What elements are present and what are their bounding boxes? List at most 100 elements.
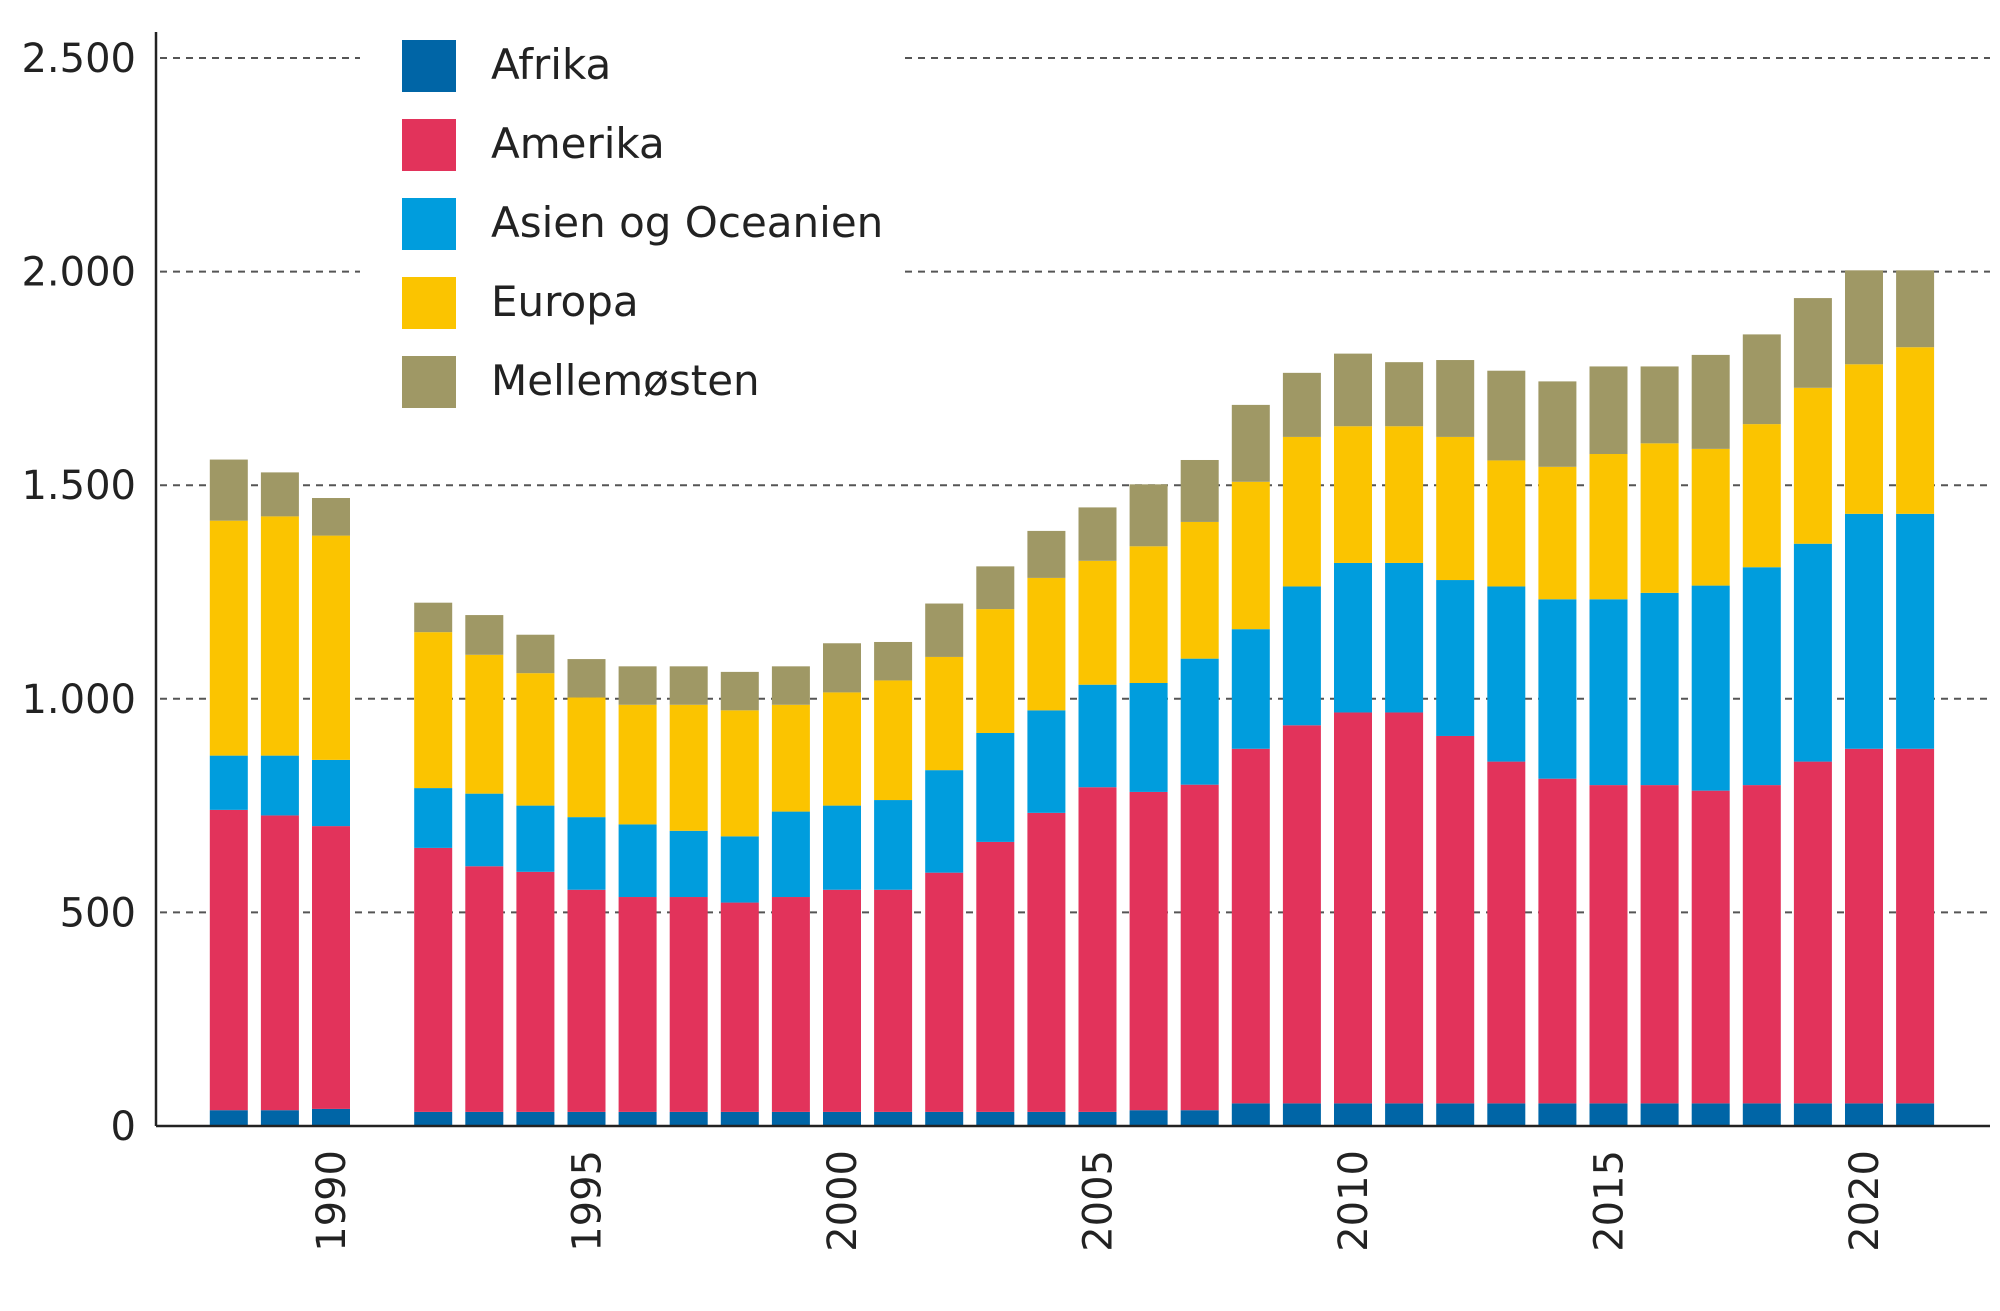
bar-segment <box>771 704 810 812</box>
bar-stack-2009 <box>1282 372 1321 1126</box>
bar-segment <box>1589 366 1628 455</box>
bar-segment <box>1436 436 1475 581</box>
bar-segment <box>209 459 248 521</box>
bar-segment <box>465 866 504 1112</box>
bar-segment <box>1385 426 1424 563</box>
bar-segment <box>209 809 248 1111</box>
bar-segment <box>209 755 248 810</box>
bar-stack-2003 <box>976 566 1015 1126</box>
bar-segment <box>618 1111 657 1126</box>
bar-stack-2011 <box>1385 362 1424 1126</box>
legend-label: Asien og Oceanien <box>491 198 883 247</box>
legend-item: Afrika <box>402 40 611 92</box>
bar-segment <box>823 889 861 1112</box>
legend-label: Amerika <box>491 119 665 168</box>
bar-segment <box>823 692 861 806</box>
bar-stack-2007 <box>1180 459 1219 1126</box>
y-tick-label: 500 <box>60 890 136 936</box>
bar-segment <box>567 697 606 818</box>
y-tick-label: 1.000 <box>21 677 136 723</box>
legend-swatch <box>402 356 456 408</box>
bars <box>209 270 1935 1126</box>
y-tick-label: 0 <box>111 1104 136 1150</box>
bar-segment <box>874 1111 913 1126</box>
bar-segment <box>465 615 504 655</box>
bar-segment <box>414 632 453 789</box>
bar-segment <box>1078 787 1117 1112</box>
bar-segment <box>1691 448 1730 586</box>
bar-stack-1997 <box>669 666 708 1126</box>
bar-segment <box>720 710 759 837</box>
bar-segment <box>516 805 555 872</box>
bar-segment <box>1691 790 1730 1104</box>
bar-segment <box>720 671 759 711</box>
bar-segment <box>1896 347 1935 514</box>
bar-segment <box>1793 298 1832 388</box>
bar-segment <box>823 1111 861 1126</box>
bar-segment <box>976 841 1015 1112</box>
bar-segment <box>1538 381 1577 467</box>
bar-segment <box>260 755 299 816</box>
bar-stack-1990 <box>312 498 350 1126</box>
bar-segment <box>312 535 350 760</box>
bar-segment <box>567 659 606 698</box>
bar-segment <box>414 1111 453 1126</box>
bar-segment <box>1027 710 1066 813</box>
bar-segment <box>771 666 810 705</box>
bar-segment <box>1436 580 1475 736</box>
bar-segment <box>874 641 913 681</box>
bar-segment <box>1180 784 1219 1111</box>
bar-segment <box>669 666 708 705</box>
x-tick-label: 1995 <box>565 1150 611 1252</box>
bar-segment <box>1334 562 1372 713</box>
bar-stack-1998 <box>720 671 759 1126</box>
bar-stack-2013 <box>1487 370 1526 1126</box>
bar-stack-2021 <box>1896 270 1935 1126</box>
bar-segment <box>516 673 555 806</box>
bar-segment <box>669 830 708 898</box>
bar-segment <box>260 516 299 756</box>
y-tick-label: 1.500 <box>21 463 136 509</box>
bar-segment <box>1487 586 1526 762</box>
bar-segment <box>1180 459 1219 522</box>
bar-segment <box>1589 785 1628 1104</box>
bar-stack-2001 <box>874 641 913 1126</box>
bar-segment <box>720 836 759 903</box>
bar-segment <box>1129 546 1168 683</box>
y-tick-label: 2.500 <box>21 36 136 82</box>
bar-segment <box>1793 1103 1832 1126</box>
bar-segment <box>414 602 453 633</box>
gridlines <box>160 57 1990 914</box>
bar-segment <box>1691 1103 1730 1126</box>
bar-segment <box>925 770 964 873</box>
bar-segment <box>618 704 657 825</box>
bar-segment <box>1129 682 1168 792</box>
bar-segment <box>1845 364 1883 514</box>
bar-segment <box>1436 735 1475 1104</box>
x-tick-label: 1990 <box>309 1150 355 1252</box>
bar-stack-2014 <box>1538 381 1577 1126</box>
bar-segment <box>1129 791 1168 1111</box>
bar-segment <box>1282 436 1321 587</box>
bar-stack-1988 <box>209 459 248 1126</box>
bar-segment <box>312 1108 350 1126</box>
bar-stack-2004 <box>1027 530 1066 1126</box>
bar-stack-2012 <box>1436 360 1475 1126</box>
bar-segment <box>1845 513 1883 749</box>
bar-segment <box>516 871 555 1112</box>
bar-segment <box>260 472 299 517</box>
bar-segment <box>1742 424 1781 568</box>
x-tick-label: 2020 <box>1842 1150 1888 1252</box>
axes <box>154 32 1990 1128</box>
bar-segment <box>1538 599 1577 779</box>
legend-label: Europa <box>491 277 639 326</box>
bar-segment <box>925 603 964 657</box>
bar-segment <box>209 1110 248 1126</box>
bar-segment <box>1180 521 1219 659</box>
bar-stack-2000 <box>823 643 861 1126</box>
bar-segment <box>260 1110 299 1126</box>
legend-swatch <box>402 40 456 92</box>
bar-segment <box>465 793 504 867</box>
bar-segment <box>1180 658 1219 785</box>
bar-segment <box>312 826 350 1109</box>
